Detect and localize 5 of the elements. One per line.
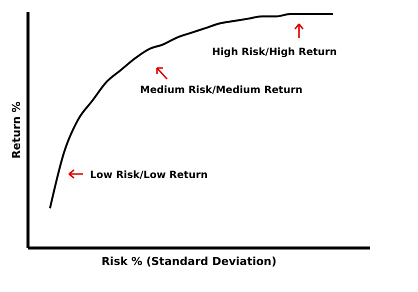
y-axis-title: Return % xyxy=(10,101,23,159)
x-axis-title: Risk % (Standard Deviation) xyxy=(101,255,277,268)
annotation: Low Risk/Low Return xyxy=(90,170,208,181)
annotation: Medium Risk/Medium Return xyxy=(140,85,302,96)
annotation: High Risk/High Return xyxy=(212,47,337,58)
